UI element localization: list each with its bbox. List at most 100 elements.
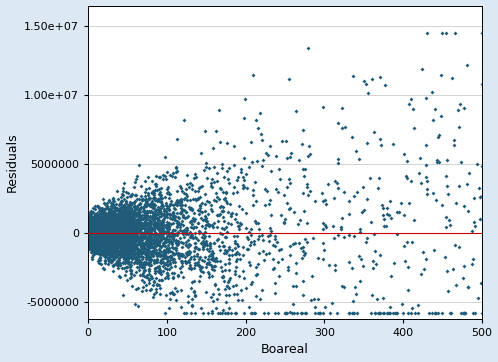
Point: [135, 227, 143, 232]
Point: [337, 226, 345, 232]
Point: [159, 235, 167, 241]
Point: [90, 237, 98, 243]
Point: [99, 240, 107, 245]
Point: [91, 242, 99, 248]
Point: [85, 235, 93, 241]
Point: [119, 245, 126, 251]
Point: [114, 241, 122, 247]
Point: [85, 235, 93, 241]
Point: [198, 183, 206, 189]
Point: [114, 232, 122, 237]
Point: [89, 230, 97, 236]
Point: [115, 219, 123, 224]
Point: [91, 238, 99, 244]
Point: [98, 235, 106, 240]
Point: [136, 214, 144, 220]
Point: [98, 236, 106, 242]
Point: [104, 222, 112, 227]
Point: [233, 256, 241, 262]
Point: [105, 244, 113, 249]
Point: [121, 248, 129, 253]
Point: [127, 223, 135, 228]
Point: [98, 233, 106, 239]
Point: [104, 235, 112, 240]
Point: [151, 202, 159, 208]
Point: [186, 256, 194, 262]
Point: [141, 223, 149, 229]
Point: [107, 227, 115, 233]
Point: [130, 204, 138, 210]
Point: [371, 311, 379, 316]
Point: [89, 245, 97, 251]
Point: [252, 293, 260, 299]
Point: [187, 224, 195, 230]
Point: [90, 218, 98, 224]
Point: [109, 228, 117, 233]
Point: [144, 243, 152, 248]
Point: [90, 224, 98, 230]
Point: [95, 228, 103, 233]
Point: [255, 251, 263, 256]
Point: [147, 241, 155, 247]
Point: [418, 249, 426, 255]
Point: [110, 235, 118, 240]
Point: [155, 291, 163, 296]
Point: [164, 230, 172, 235]
Point: [157, 252, 165, 257]
Point: [183, 172, 191, 178]
Point: [229, 190, 237, 196]
Point: [148, 225, 156, 231]
Point: [126, 262, 134, 268]
Point: [164, 237, 172, 243]
Point: [99, 235, 107, 240]
Point: [120, 210, 127, 216]
Point: [132, 229, 140, 235]
Point: [215, 196, 223, 202]
Point: [104, 224, 112, 230]
Point: [111, 210, 119, 216]
Point: [93, 217, 101, 223]
Point: [129, 228, 137, 234]
Point: [86, 233, 94, 239]
Point: [88, 227, 96, 232]
Point: [89, 228, 97, 234]
Point: [142, 235, 150, 241]
Point: [101, 224, 109, 230]
Point: [422, 95, 430, 101]
Point: [249, 187, 257, 193]
Point: [144, 174, 152, 180]
Point: [110, 226, 118, 231]
Point: [161, 214, 169, 219]
Point: [118, 265, 125, 271]
Point: [233, 189, 241, 194]
Point: [96, 227, 104, 233]
Point: [165, 203, 173, 209]
Point: [122, 189, 130, 195]
Point: [87, 241, 95, 247]
Point: [97, 250, 105, 256]
Point: [90, 230, 98, 236]
Point: [164, 225, 172, 231]
Point: [125, 212, 133, 218]
Point: [225, 246, 233, 252]
Point: [159, 219, 167, 225]
Point: [104, 231, 112, 236]
Point: [93, 232, 101, 237]
Point: [129, 243, 137, 248]
Point: [187, 254, 195, 260]
Point: [264, 233, 272, 239]
Point: [177, 205, 185, 211]
Point: [125, 245, 133, 251]
Point: [106, 224, 114, 230]
Point: [121, 242, 129, 248]
Point: [112, 230, 120, 236]
Point: [130, 199, 138, 205]
Point: [89, 230, 97, 236]
Point: [147, 203, 155, 209]
Point: [97, 226, 105, 232]
Point: [136, 219, 144, 225]
Point: [89, 229, 97, 235]
Point: [111, 248, 119, 254]
Point: [99, 230, 107, 235]
Point: [126, 228, 134, 234]
